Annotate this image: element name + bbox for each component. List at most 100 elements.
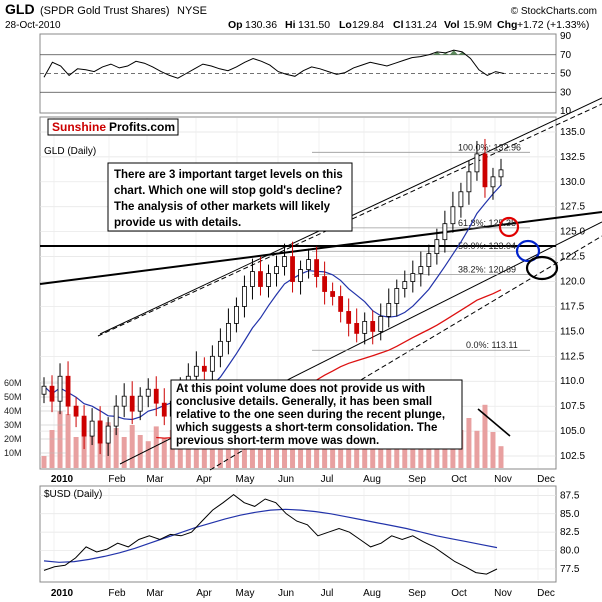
volume-bar — [129, 425, 135, 468]
usd-chart-title: $USD (Daily) — [44, 489, 102, 500]
candle-body — [193, 365, 199, 377]
open-value: 130.36 — [245, 19, 277, 31]
candle-body — [113, 405, 119, 427]
volume-bar — [257, 435, 263, 468]
high-value: 131.50 — [298, 19, 330, 31]
chg-value: +1.72 (+1.33%) — [517, 19, 589, 31]
annotation-box-volume: At this point volume does not provide us… — [170, 379, 463, 450]
candle-body — [426, 253, 432, 267]
price-x-label: Dec — [537, 474, 555, 485]
usd-x-label: May — [236, 588, 255, 599]
candle-body — [81, 415, 87, 437]
price-tick-label: 120.0 — [560, 277, 585, 288]
price-x-label: 2010 — [51, 474, 74, 485]
usd-x-label: Nov — [494, 588, 512, 599]
candle-body — [362, 321, 368, 334]
candle-body — [65, 375, 71, 407]
usd-x-label: Apr — [196, 588, 212, 599]
annotation-line: chart. Which one will stop gold's declin… — [114, 185, 342, 197]
volume-bar — [185, 439, 191, 468]
rsi-line — [43, 49, 505, 79]
security-name: (SPDR Gold Trust Shares) — [40, 5, 170, 17]
volume-bar — [490, 432, 496, 468]
candle-body — [97, 420, 103, 444]
price-tick-label: 112.5 — [560, 351, 585, 362]
candle-body — [250, 271, 255, 287]
logo-box — [47, 118, 179, 136]
price-x-label: Feb — [108, 474, 126, 485]
usd-price-line — [43, 493, 498, 575]
price-tick-label: 102.5 — [560, 451, 585, 462]
volume-bar — [306, 442, 312, 468]
usd-x-axis: 2010 Feb Mar Apr May Jun Jul Aug Sep Oct Nov Dec — [51, 588, 555, 599]
rsi-overbought-fill — [433, 50, 467, 55]
volume-bar — [498, 446, 504, 468]
candle-body — [466, 171, 472, 193]
annotation-line: At this point volume does not provide us… — [176, 383, 425, 395]
usd-frame — [39, 485, 557, 583]
candle-body — [410, 273, 416, 282]
volume-bar — [354, 442, 360, 468]
candle-body — [354, 323, 360, 334]
price-x-axis: 2010 Feb Mar Apr May Jun Jul Aug Sep Oct Nov Dec — [51, 474, 555, 485]
usd-tick-label: 82.5 — [560, 527, 580, 538]
volume-tick-label: 60M — [4, 378, 22, 388]
price-tick-label: 105.0 — [560, 426, 585, 437]
volume-bar — [426, 437, 432, 468]
candle-body — [458, 191, 464, 208]
candle-body — [41, 385, 47, 395]
usd-x-label: Mar — [146, 588, 164, 599]
rsi-gridlines — [40, 54, 556, 93]
candle-body — [450, 206, 456, 225]
candle-body — [434, 239, 440, 255]
long-trendline — [39, 211, 602, 285]
price-tick-label: 117.5 — [560, 301, 585, 312]
usd-tick-label: 85.0 — [560, 509, 580, 520]
price-x-label: Aug — [363, 474, 381, 485]
volume-bar — [233, 432, 239, 468]
candle-body — [73, 405, 79, 417]
candle-body — [402, 281, 408, 289]
fib-level-label: 50.0%: 123.04 — [458, 241, 516, 251]
usd-x-label: Jun — [278, 588, 294, 599]
candle-body — [282, 256, 287, 267]
volume-bar — [274, 436, 280, 468]
candle-body — [482, 153, 488, 188]
volume-tick-label: 30M — [4, 420, 22, 430]
price-tick-label: 115.0 — [560, 326, 585, 337]
usd-x-label: Dec — [537, 588, 555, 599]
rsi-panel: 10 30 50 70 90 — [39, 31, 572, 117]
candle-body — [145, 388, 151, 397]
annotation-line: conclusive details. Generally, it has be… — [176, 396, 432, 408]
price-panel: 102.5 105.0 107.5 110.0 112.5 115.0 117.5 120.0… — [4, 97, 602, 485]
close-label: Cl — [393, 19, 404, 31]
usd-ma-line — [43, 508, 498, 563]
volume-tick-label: 10M — [4, 448, 22, 458]
volume-tick-label: 40M — [4, 406, 22, 416]
candle-body — [226, 323, 231, 342]
price-tick-label: 110.0 — [560, 376, 585, 387]
open-label: Op — [228, 19, 243, 31]
candle-body — [394, 288, 400, 304]
rsi-tick-label: 50 — [560, 69, 572, 80]
symbol: GLD — [5, 1, 35, 17]
volume-bar — [65, 414, 71, 468]
annotation-box-frame — [170, 379, 463, 450]
candle-body — [105, 425, 111, 444]
candle-body — [274, 266, 279, 274]
price-x-label: Nov — [494, 474, 512, 485]
candle-body — [322, 276, 328, 292]
chg-label: Chg — [497, 19, 517, 31]
volume-bar — [370, 432, 376, 468]
fib-level-label: 0.0%: 113.11 — [466, 340, 518, 350]
volume-bar — [450, 432, 456, 468]
fib-level-label: 61.8%: 125.38 — [458, 218, 516, 228]
price-x-label: Mar — [146, 474, 164, 485]
annotation-box-targets: There are 3 important target levels on t… — [107, 162, 353, 232]
volume-bar — [265, 432, 271, 468]
candle-body — [209, 355, 215, 372]
high-label: Hi — [285, 19, 296, 31]
volume-bar — [41, 456, 47, 468]
price-x-label: Sep — [408, 474, 426, 485]
candle-body — [49, 385, 55, 402]
